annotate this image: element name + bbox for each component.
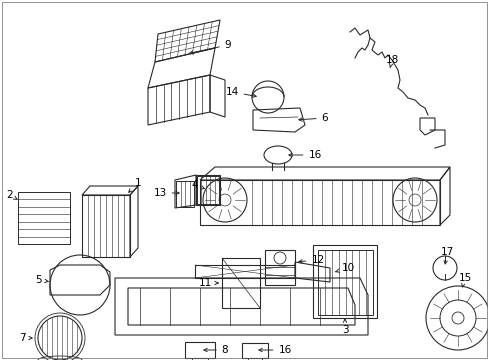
Text: 12: 12	[298, 255, 324, 265]
Text: 11: 11	[198, 278, 218, 288]
Text: 17: 17	[440, 247, 453, 264]
Text: 8: 8	[203, 345, 228, 355]
Text: 6: 6	[298, 113, 327, 123]
Text: 18: 18	[385, 55, 398, 68]
Text: 3: 3	[341, 319, 347, 335]
Text: 13: 13	[153, 188, 179, 198]
Text: 10: 10	[335, 263, 354, 273]
Text: 4: 4	[191, 180, 204, 190]
Text: 9: 9	[189, 40, 231, 54]
Text: 15: 15	[457, 273, 470, 287]
Text: 5: 5	[35, 275, 48, 285]
Text: 16: 16	[258, 345, 291, 355]
Text: 1: 1	[128, 178, 141, 192]
Text: 14: 14	[225, 87, 256, 97]
Text: 16: 16	[288, 150, 321, 160]
Text: 7: 7	[19, 333, 32, 343]
Text: 2: 2	[7, 190, 17, 200]
